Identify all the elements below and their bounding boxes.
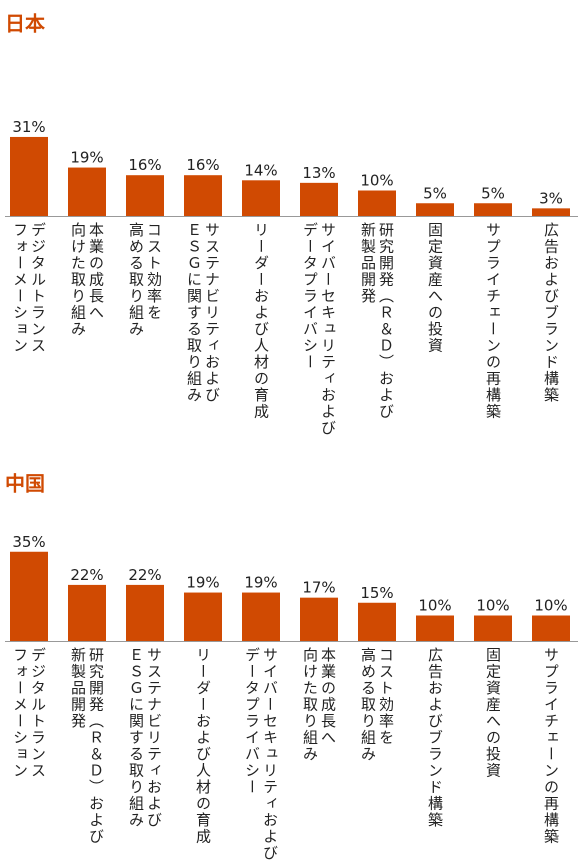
category-label: デジタルトランス フォーメーション <box>11 647 47 779</box>
bar <box>474 615 512 641</box>
value-label: 16% <box>186 156 219 174</box>
category-label: 広告およびブランド構築 <box>542 222 560 404</box>
value-label: 13% <box>302 164 335 182</box>
value-label: 22% <box>128 566 161 584</box>
bar <box>358 190 396 216</box>
value-label: 19% <box>244 574 277 592</box>
category-label: コスト効率を 高める取り組み <box>359 647 395 763</box>
value-label: 19% <box>186 574 219 592</box>
value-label: 10% <box>534 597 567 615</box>
category-label: 本業の成長へ 向けた取り組み <box>301 647 337 763</box>
category-label: 固定資産への投資 <box>426 222 444 354</box>
category-label: 本業の成長へ 向けた取り組み <box>69 222 105 338</box>
category-label: リーダーおよび人材の育成 <box>252 222 270 420</box>
value-label: 22% <box>70 566 103 584</box>
bar <box>126 584 164 641</box>
value-label: 17% <box>302 579 335 597</box>
bar <box>532 208 570 216</box>
value-label: 19% <box>70 149 103 167</box>
category-label: サステナビリティおよび ＥＳＧに関する取り組み <box>185 222 221 404</box>
category-label: 固定資産への投資 <box>484 647 502 779</box>
value-label: 10% <box>418 597 451 615</box>
category-label: 研究開発（Ｒ＆Ｄ）および 新製品開発 <box>359 222 395 420</box>
value-label: 15% <box>360 584 393 602</box>
category-label: サステナビリティおよび ＥＳＧに関する取り組み <box>127 647 163 829</box>
value-label: 35% <box>12 533 45 551</box>
bar <box>300 182 338 216</box>
bar <box>126 175 164 216</box>
value-label: 10% <box>360 172 393 190</box>
bar <box>474 203 512 216</box>
bar <box>242 180 280 216</box>
category-label: サプライチェーンの再構築 <box>542 647 560 845</box>
category-label: サイバーセキュリティおよび データプライバシー <box>301 222 337 437</box>
chart-title: 日本 <box>5 12 45 36</box>
value-label: 10% <box>476 597 509 615</box>
value-label: 3% <box>539 189 563 207</box>
category-label: 研究開発（Ｒ＆Ｄ）および 新製品開発 <box>69 647 105 845</box>
value-label: 16% <box>128 156 161 174</box>
value-label: 14% <box>244 161 277 179</box>
bar <box>184 592 222 641</box>
chart-title: 中国 <box>5 472 45 496</box>
value-label: 5% <box>423 184 447 202</box>
bar <box>68 167 106 216</box>
category-label: デジタルトランス フォーメーション <box>11 222 47 354</box>
category-label: サイバーセキュリティおよび データプライバシー <box>243 647 279 862</box>
bar <box>416 203 454 216</box>
bar <box>68 584 106 641</box>
value-label: 31% <box>12 118 45 136</box>
category-label: サプライチェーンの再構築 <box>484 222 502 420</box>
bar <box>358 602 396 641</box>
bar <box>242 592 280 641</box>
value-label: 5% <box>481 184 505 202</box>
category-label: コスト効率を 高める取り組み <box>127 222 163 338</box>
bar <box>532 615 570 641</box>
bar <box>10 551 48 641</box>
bar <box>300 597 338 641</box>
category-label: 広告およびブランド構築 <box>426 647 444 829</box>
bar <box>416 615 454 641</box>
bar <box>10 136 48 216</box>
category-label: リーダーおよび人材の育成 <box>194 647 212 845</box>
bar <box>184 175 222 216</box>
